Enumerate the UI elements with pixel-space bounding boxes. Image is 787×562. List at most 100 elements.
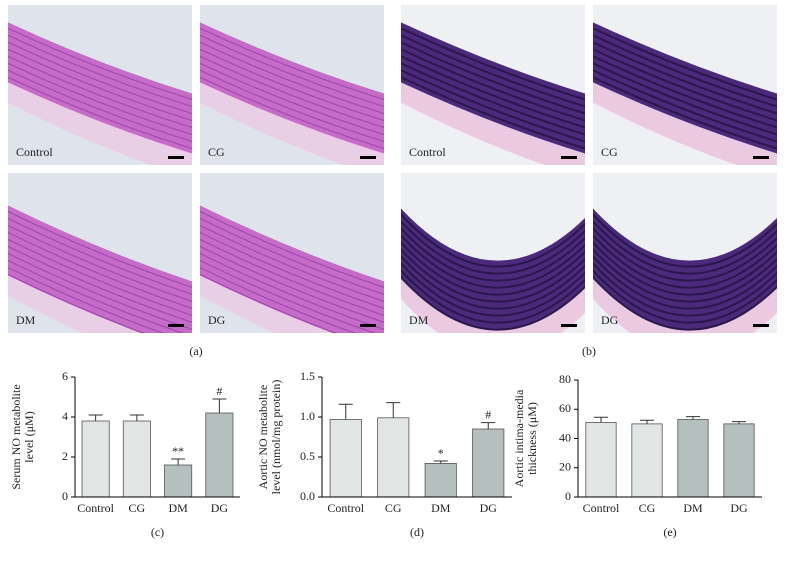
tissue-band: [200, 22, 384, 154]
micrograph: CG: [593, 5, 777, 165]
bar: [424, 462, 457, 498]
significance: #: [216, 384, 222, 398]
error-bar: [212, 398, 227, 413]
fiber: [401, 254, 585, 310]
y-tick-label: 4: [62, 409, 68, 423]
y-tick-label: 20: [559, 460, 571, 474]
x-tick-label: Control: [327, 501, 364, 515]
fiber: [8, 55, 192, 128]
fiber: [8, 41, 192, 114]
bar: [329, 418, 362, 498]
error-bar: [686, 416, 700, 420]
fiber: [593, 27, 777, 101]
y-tick-label: 60: [559, 401, 571, 415]
y-axis-label: thickness (μM): [525, 402, 539, 475]
tissue-band: [8, 22, 192, 154]
fiber: [593, 34, 777, 108]
fiber: [8, 76, 192, 149]
fiber: [8, 238, 192, 316]
x-tick-label: CG: [639, 501, 656, 515]
fiber: [593, 247, 777, 303]
micrograph: Control: [8, 5, 192, 165]
fiber: [593, 226, 777, 282]
y-tick-label: 80: [559, 372, 571, 386]
tissue: [8, 205, 192, 333]
fiber: [200, 55, 384, 128]
error-bar: [88, 414, 103, 421]
under-layer: [593, 278, 777, 333]
fiber: [200, 217, 384, 295]
under-layer: [200, 275, 333, 333]
y-tick-label: 0: [62, 489, 68, 503]
fiber: [401, 233, 585, 289]
tissue: [200, 205, 384, 333]
bar: [377, 417, 410, 498]
x-tick-label: Control: [77, 501, 114, 515]
micrograph: DM: [8, 173, 192, 333]
y-tick-label: 0.0: [300, 489, 315, 503]
error-bar: [386, 402, 401, 418]
y-tick-label: 1.5: [300, 369, 315, 383]
fiber: [200, 266, 356, 333]
micrograph: DM: [401, 173, 585, 333]
bar: [81, 420, 110, 498]
fiber: [200, 27, 384, 100]
scale-bar: [561, 324, 577, 327]
significance: **: [172, 444, 184, 458]
image-label: DG: [601, 313, 619, 327]
fiber: [8, 34, 192, 107]
bar: [585, 422, 617, 498]
micrograph: DG: [200, 173, 384, 333]
fiber: [8, 62, 192, 135]
fiber: [200, 210, 384, 288]
tissue: [593, 22, 777, 165]
fiber: [401, 219, 585, 275]
fiber: [593, 219, 777, 275]
error-bar: [171, 458, 186, 465]
bar: [205, 412, 234, 498]
fiber: [200, 34, 384, 107]
tissue: [401, 208, 585, 333]
fiber: [401, 69, 585, 143]
fiber: [401, 268, 585, 324]
fiber: [200, 62, 384, 135]
fiber: [593, 275, 777, 331]
fiber: [8, 231, 192, 309]
fiber: [401, 247, 585, 303]
fiber: [401, 48, 585, 122]
fiber: [401, 261, 585, 317]
fiber: [593, 48, 777, 122]
x-tick-label: Control: [583, 501, 620, 515]
fiber: [593, 261, 777, 317]
scale-bar: [753, 156, 769, 159]
chart-caption: (c): [151, 525, 164, 539]
fiber: [593, 69, 777, 143]
y-axis-label: Aortic NO metabolite: [256, 385, 270, 490]
fiber: [200, 273, 337, 333]
fiber: [593, 233, 777, 289]
fiber: [8, 245, 192, 323]
error-bar: [129, 414, 144, 421]
micrograph: DG: [593, 173, 777, 333]
fiber: [593, 62, 777, 136]
fiber: [401, 27, 585, 101]
fiber: [8, 259, 184, 333]
x-tick-label: CG: [385, 501, 402, 515]
fiber: [593, 268, 777, 324]
y-axis-label: level (nmol/mg protein): [269, 380, 283, 495]
fiber: [8, 252, 192, 330]
y-tick-label: 0.5: [300, 449, 315, 463]
fiber: [401, 212, 585, 268]
fiber: [200, 48, 384, 121]
bar: [631, 423, 663, 498]
significance: *: [438, 446, 444, 460]
bar: [122, 420, 151, 498]
y-tick-label: 6: [62, 369, 68, 383]
fiber: [8, 266, 164, 333]
y-axis-label: Serum NO metabolite: [9, 384, 23, 489]
scale-bar: [360, 324, 376, 327]
micrograph: CG: [200, 5, 384, 165]
fiber: [8, 27, 192, 100]
under-layer: [401, 278, 585, 333]
image-label: DG: [208, 313, 226, 327]
